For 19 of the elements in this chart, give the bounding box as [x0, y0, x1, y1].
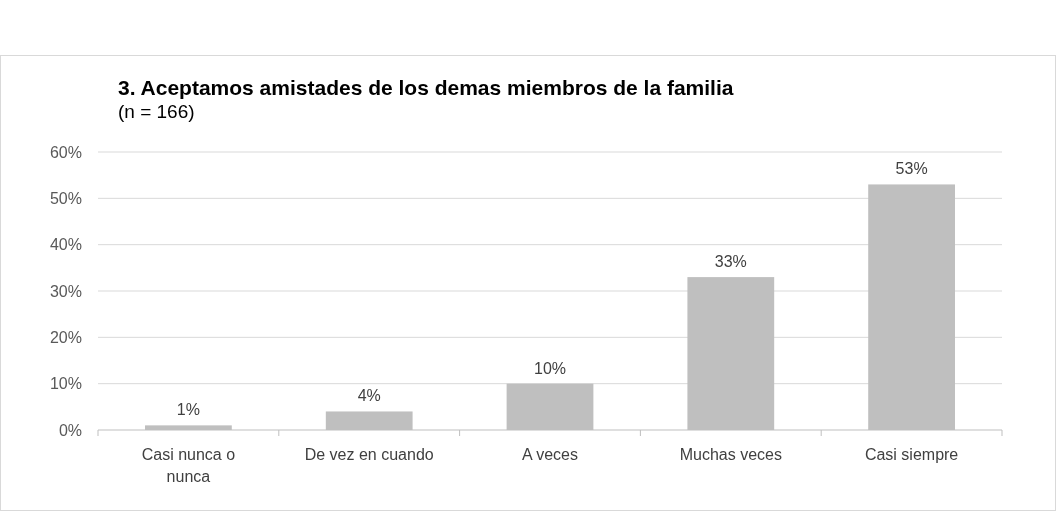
y-tick-label: 20%: [49, 328, 82, 346]
x-tick-label: Casi siempre: [864, 446, 959, 463]
data-label: 53%: [895, 160, 928, 178]
x-tick-label: Casi nunca o nunca: [141, 446, 236, 485]
data-label: 33%: [714, 253, 747, 271]
data-label: 10%: [533, 359, 567, 377]
x-tick-label: A veces: [521, 446, 579, 463]
chart-subtitle: (n = 166): [118, 101, 195, 122]
data-label: 1%: [176, 401, 200, 419]
y-tick-label: 10%: [49, 375, 82, 393]
y-tick-label: 0%: [58, 421, 82, 439]
y-tick-label: 60%: [49, 143, 82, 161]
y-tick-label: 40%: [49, 236, 82, 254]
chart-title: 3. Aceptamos amistades de los demas miembros de la familia: [118, 76, 734, 99]
y-tick-label: 50%: [49, 189, 82, 207]
x-tick-label: De vez en cuando: [304, 446, 434, 463]
data-label: 4%: [357, 387, 381, 405]
y-tick-label: 30%: [49, 282, 82, 300]
x-tick-label: Muchas veces: [679, 446, 782, 463]
